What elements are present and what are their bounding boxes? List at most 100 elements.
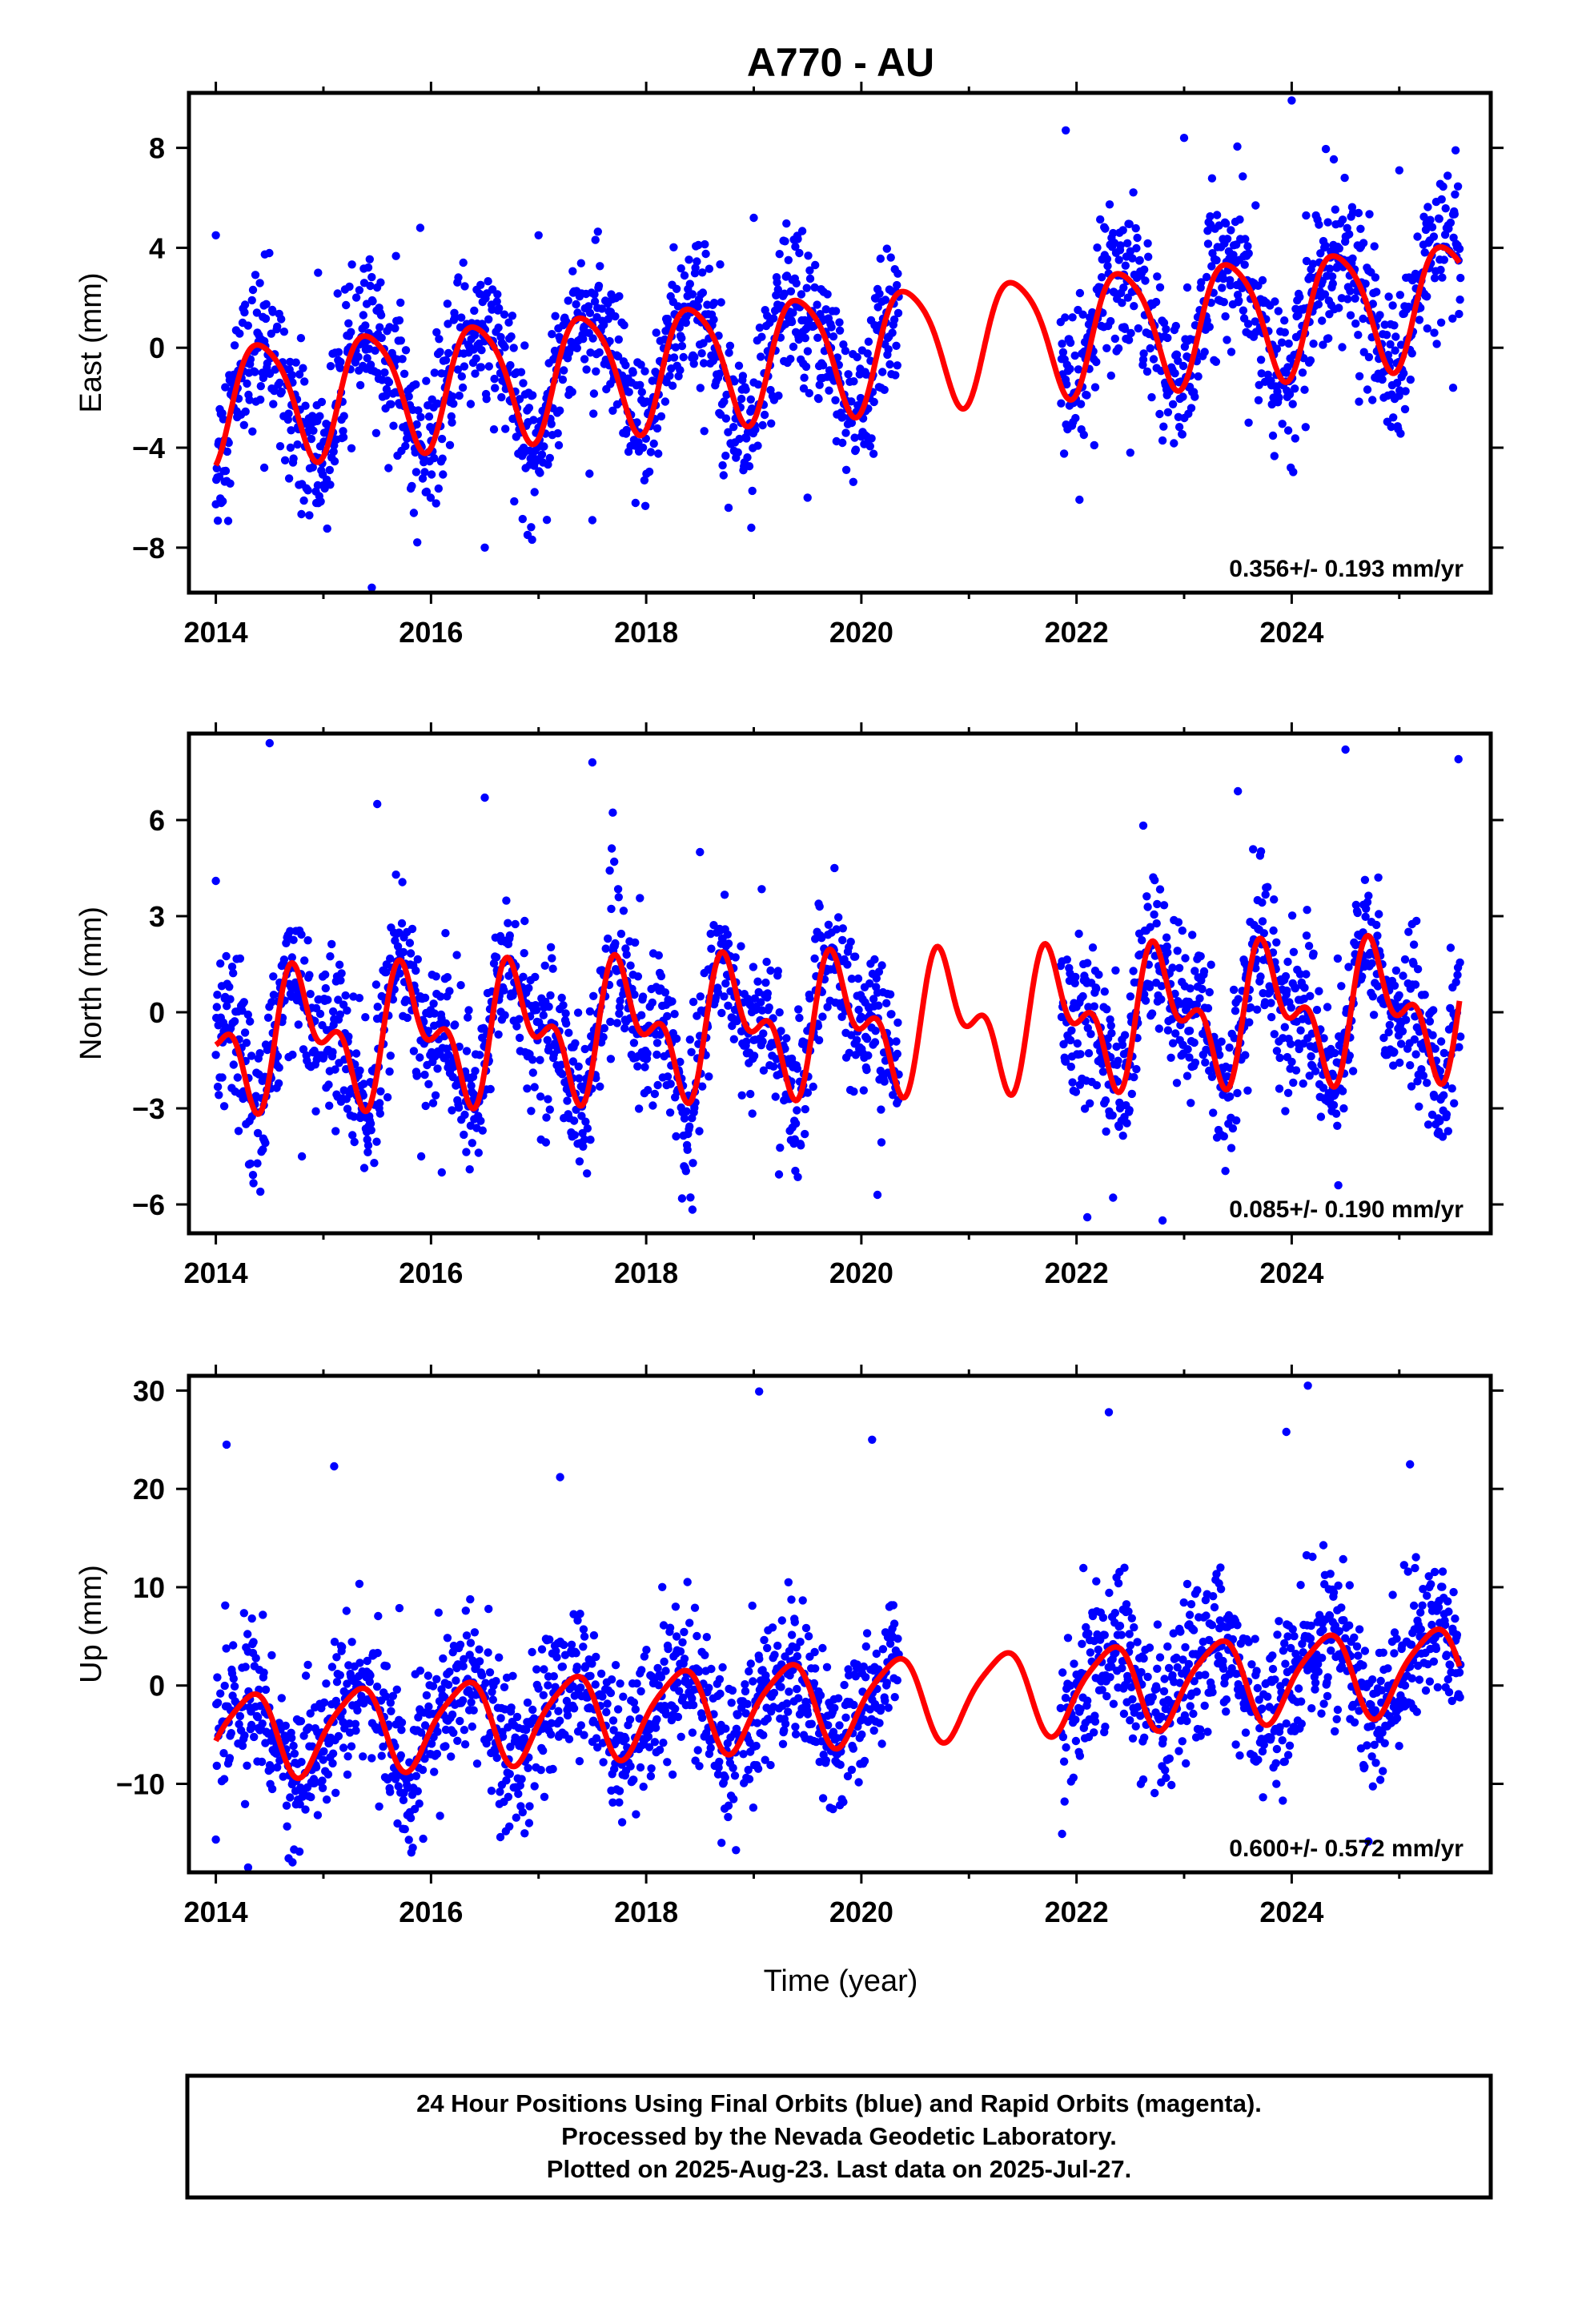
data-point: [732, 1724, 741, 1733]
data-point: [644, 467, 654, 476]
data-point: [773, 278, 781, 287]
data-point: [267, 998, 276, 1007]
data-point: [774, 391, 783, 400]
data-point: [887, 1010, 896, 1019]
data-point: [658, 1582, 667, 1592]
data-point: [1097, 273, 1106, 282]
data-point: [638, 992, 648, 1001]
data-point: [1370, 242, 1379, 251]
data-point: [249, 1638, 258, 1647]
data-point: [739, 1750, 748, 1759]
data-point: [329, 447, 338, 456]
data-point: [1243, 242, 1252, 251]
y-tick-label: 0: [149, 332, 165, 364]
data-point: [1302, 931, 1311, 940]
data-point: [1312, 1005, 1322, 1015]
data-point: [723, 930, 732, 939]
data-point: [631, 1705, 640, 1714]
data-point: [328, 1759, 337, 1768]
data-point: [1356, 224, 1365, 233]
data-point: [380, 368, 389, 377]
data-point: [753, 380, 763, 389]
data-point: [500, 310, 509, 319]
data-point: [802, 283, 811, 292]
data-point: [1138, 935, 1146, 945]
data-point: [1153, 899, 1162, 909]
data-point: [810, 283, 819, 292]
data-point: [1162, 933, 1171, 942]
data-point: [1455, 1043, 1464, 1051]
data-point: [1338, 215, 1347, 224]
data-point: [315, 1009, 325, 1019]
data-point: [885, 990, 895, 999]
data-point: [382, 1662, 391, 1671]
data-point: [787, 317, 797, 327]
data-point: [892, 1037, 901, 1046]
data-point: [530, 1782, 539, 1791]
data-point: [1291, 984, 1300, 993]
data-point: [670, 1010, 679, 1019]
data-point: [375, 1109, 384, 1118]
data-point: [287, 371, 296, 380]
data-point: [235, 1711, 245, 1721]
data-point: [1215, 1051, 1224, 1059]
data-point: [424, 1027, 432, 1035]
data-point: [877, 1105, 885, 1114]
data-point: [213, 517, 223, 525]
data-point: [256, 1702, 265, 1711]
data-point: [488, 1687, 496, 1696]
data-point: [1057, 1012, 1066, 1022]
data-point: [259, 1145, 267, 1154]
data-point: [213, 991, 222, 999]
data-point: [445, 440, 455, 449]
data-point: [676, 366, 685, 375]
data-point: [1106, 1015, 1114, 1024]
data-point: [1182, 283, 1192, 292]
data-point: [379, 1742, 387, 1751]
data-point: [1168, 400, 1178, 408]
data-point: [382, 391, 391, 400]
data-point: [396, 336, 405, 345]
data-point: [548, 330, 556, 339]
data-point: [1153, 272, 1162, 281]
data-point: [451, 1020, 460, 1029]
data-point: [371, 346, 379, 355]
data-point: [610, 857, 619, 866]
data-point: [1270, 1030, 1279, 1039]
data-point: [616, 996, 624, 1005]
data-point: [436, 1811, 444, 1820]
data-point: [504, 318, 513, 327]
data-point: [671, 1704, 680, 1713]
data-point: [810, 954, 819, 963]
data-point: [830, 863, 839, 873]
data-point: [387, 1707, 396, 1715]
data-point: [1080, 1104, 1090, 1113]
data-point: [893, 308, 903, 318]
data-point: [1291, 434, 1300, 443]
data-point: [705, 264, 714, 273]
data-point: [454, 273, 463, 282]
data-point: [728, 1686, 737, 1695]
data-point: [576, 259, 585, 267]
data-point: [891, 371, 900, 380]
data-point: [247, 296, 256, 305]
data-point: [537, 450, 547, 459]
data-point: [501, 424, 510, 433]
data-point: [541, 1138, 551, 1147]
data-point: [737, 1091, 746, 1100]
data-point: [791, 1119, 801, 1128]
data-point: [373, 1648, 382, 1658]
data-point: [1086, 1030, 1095, 1039]
data-point: [376, 278, 385, 287]
data-point: [737, 942, 745, 951]
data-point: [677, 341, 687, 351]
data-point: [1281, 971, 1291, 981]
data-point: [416, 223, 425, 232]
data-point: [564, 296, 572, 305]
data-point: [694, 240, 703, 250]
data-point: [580, 355, 589, 364]
data-point: [1399, 369, 1408, 378]
data-point: [622, 425, 631, 435]
data-point: [823, 290, 832, 299]
data-point: [877, 1138, 886, 1147]
